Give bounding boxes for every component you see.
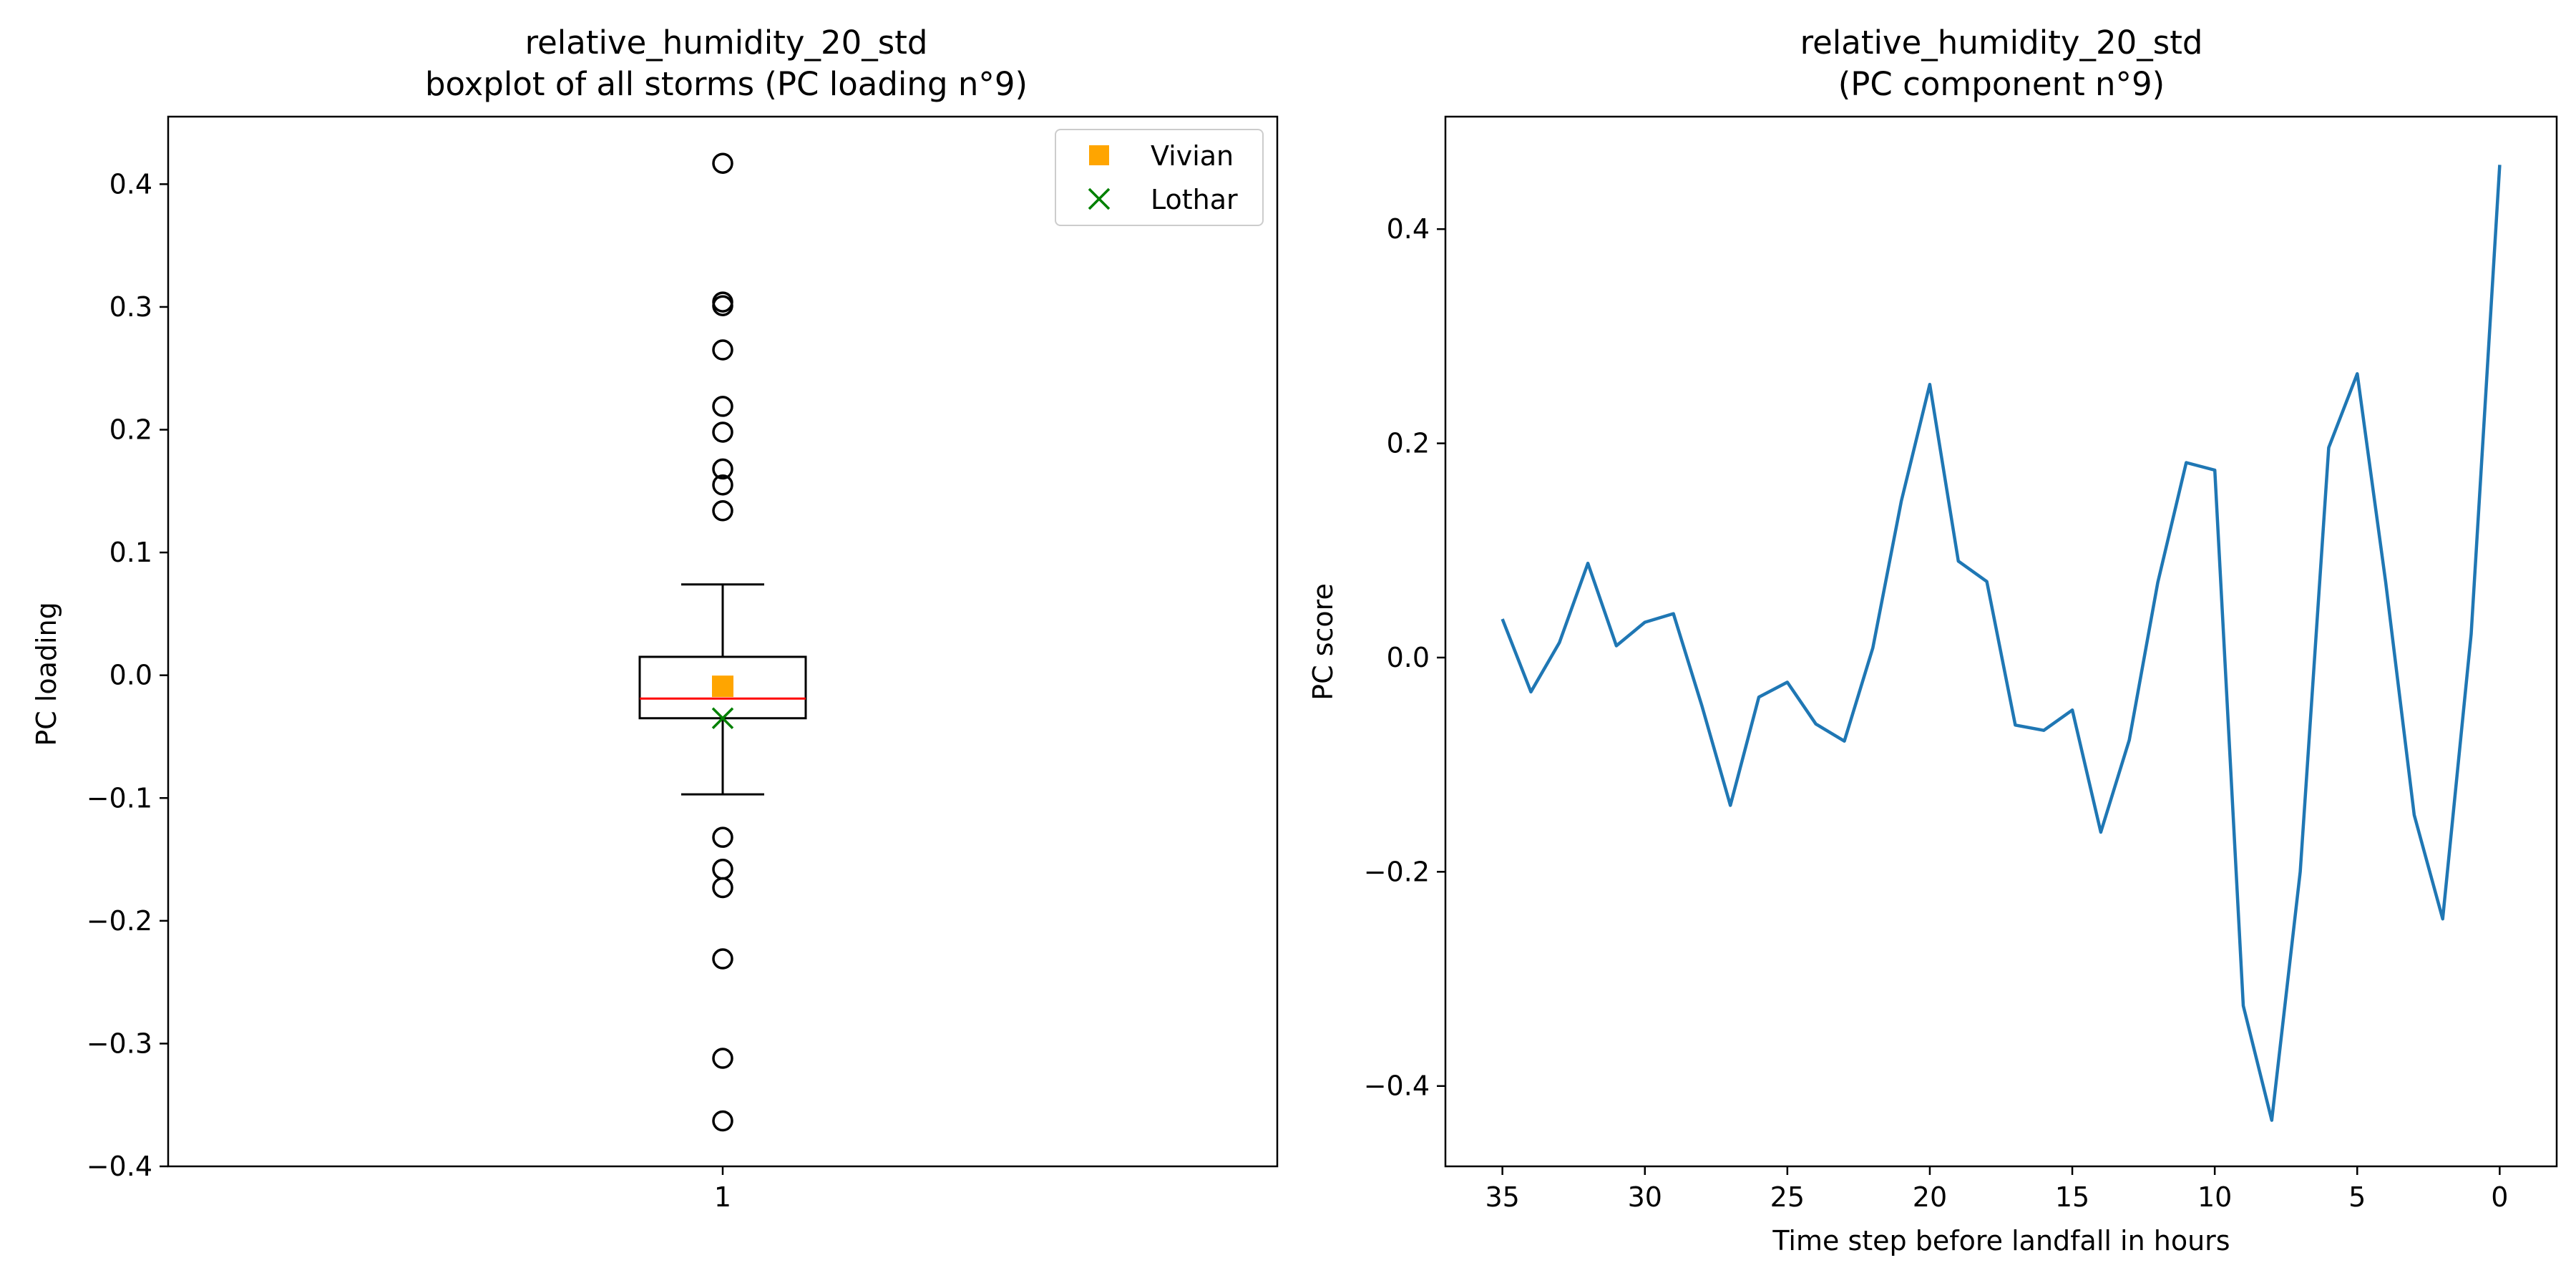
legend-lothar-label: Lothar <box>1151 184 1238 215</box>
boxplot-y-tick-label: −0.4 <box>87 1151 152 1182</box>
boxplot-y-tick-label: −0.1 <box>87 782 152 814</box>
line-x-tick-label: 0 <box>2491 1181 2508 1213</box>
line-plot-area <box>1501 165 2502 1122</box>
legend-lothar-marker <box>1088 187 1111 210</box>
boxplot-panel: relative_humidity_20_std boxplot of all … <box>31 24 1279 1213</box>
boxplot-y-tick-label: −0.3 <box>87 1028 152 1059</box>
line-x-tick-label: 25 <box>1770 1181 1805 1213</box>
boxplot-y-axis-label: PC loading <box>31 602 62 746</box>
line-y-axis-label: PC score <box>1307 583 1339 701</box>
boxplot-outlier <box>712 152 733 174</box>
boxplot-outlier <box>712 1048 733 1069</box>
boxplot-y-tick-label: −0.2 <box>87 905 152 937</box>
boxplot-y-ticks: −0.4 −0.3 −0.2 −0.1 0.0 0.1 0.2 0.3 0.4 <box>87 168 168 1182</box>
boxplot-plot-area <box>638 152 807 1132</box>
boxplot-outlier <box>712 1110 733 1132</box>
boxplot-outlier <box>712 458 733 480</box>
line-y-tick-label: 0.0 <box>1387 642 1430 673</box>
boxplot-outlier <box>712 295 733 316</box>
line-x-tick-label: 20 <box>1913 1181 1947 1213</box>
vivian-marker <box>712 675 733 698</box>
boxplot-title-line-1: relative_humidity_20_std <box>525 24 928 62</box>
legend-vivian-marker <box>1089 145 1109 165</box>
line-x-axis-label: Time step before landfall in hours <box>1772 1225 2230 1257</box>
line-y-tick-label: −0.4 <box>1364 1070 1430 1102</box>
boxplot-axes-frame <box>167 115 1279 1168</box>
boxplot-y-tick-label: 0.1 <box>109 537 152 568</box>
boxplot-outlier <box>712 826 733 848</box>
line-axes-frame <box>1444 115 2558 1168</box>
boxplot-outlier <box>712 500 733 522</box>
line-x-tick-label: 15 <box>2055 1181 2089 1213</box>
line-title-line-1: relative_humidity_20_std <box>1800 24 2203 62</box>
boxplot-title-line-2: boxplot of all storms (PC loading n°9) <box>425 65 1028 103</box>
line-x-ticks: 35 30 25 20 15 10 5 0 <box>1485 1166 2508 1213</box>
line-y-tick-label: 0.2 <box>1387 428 1430 459</box>
boxplot-outlier <box>712 339 733 361</box>
boxplot-y-tick-label: 0.4 <box>109 168 152 200</box>
line-y-ticks: −0.4 −0.2 0.0 0.2 0.4 <box>1364 213 1445 1102</box>
legend: Vivian Lothar <box>1055 129 1264 226</box>
lothar-marker <box>711 707 734 729</box>
boxplot-y-tick-label: 0.2 <box>109 414 152 446</box>
boxplot-x-ticks: 1 <box>714 1166 731 1213</box>
line-title-line-2: (PC component n°9) <box>1838 65 2165 103</box>
line-y-tick-label: 0.4 <box>1387 213 1430 245</box>
boxplot-outlier <box>712 396 733 417</box>
line-x-tick-label: 5 <box>2348 1181 2366 1213</box>
boxplot-y-tick-label: 0.3 <box>109 291 152 323</box>
boxplot-outlier <box>712 421 733 443</box>
boxplot-y-tick-label: 0.0 <box>109 660 152 691</box>
line-x-tick-label: 30 <box>1628 1181 1662 1213</box>
pc-score-series-line <box>1501 165 2502 1122</box>
line-panel: relative_humidity_20_std (PC component n… <box>1307 24 2558 1257</box>
boxplot-outlier <box>712 474 733 496</box>
line-x-tick-label: 10 <box>2197 1181 2232 1213</box>
line-x-tick-label: 35 <box>1485 1181 1519 1213</box>
boxplot-x-tick-label: 1 <box>714 1181 731 1213</box>
boxplot-outlier <box>712 877 733 899</box>
boxplot-outlier <box>712 948 733 970</box>
line-y-tick-label: −0.2 <box>1364 856 1430 887</box>
legend-vivian-label: Vivian <box>1151 140 1234 172</box>
